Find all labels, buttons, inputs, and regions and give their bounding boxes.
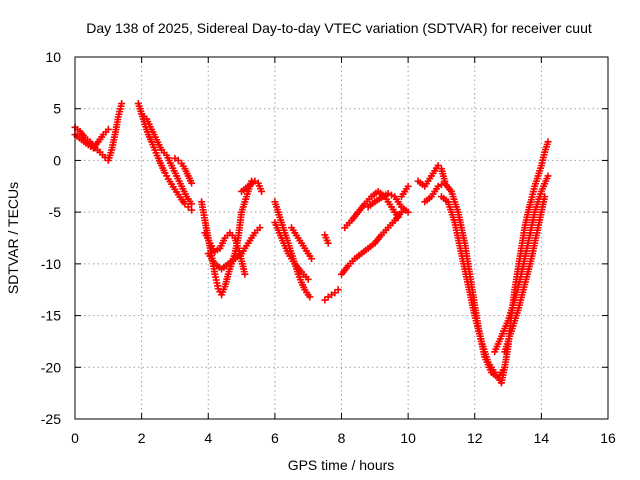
data-point-seg-02 (104, 125, 112, 133)
x-tick-label: 16 (600, 430, 616, 446)
y-tick-label: 10 (45, 49, 61, 65)
data-point-seg-03 (188, 206, 196, 214)
data-point-seg-11 (304, 275, 312, 283)
x-tick-label: 8 (338, 430, 346, 446)
y-axis-label: SDTVAR / TECUs (5, 182, 21, 294)
chart-title: Day 138 of 2025, Sidereal Day-to-day VTE… (86, 20, 592, 36)
data-point-seg-18 (404, 182, 412, 190)
data-point-seg-05 (188, 179, 196, 187)
y-axis-ticks: 10 5 0 -5 -10 -15 -20 -25 (41, 49, 608, 427)
data-point-seg-08 (256, 224, 264, 232)
y-tick-label: 0 (53, 152, 61, 168)
x-tick-label: 12 (467, 430, 483, 446)
data-point-seg-07 (241, 270, 249, 278)
data-point-seg-17 (404, 208, 412, 216)
data-point-seg-24 (541, 193, 549, 201)
data-point-seg-09 (258, 187, 266, 195)
x-tick-label: 4 (204, 430, 212, 446)
y-tick-label: -10 (41, 256, 61, 272)
data-points (71, 100, 552, 387)
y-tick-label: -5 (49, 204, 62, 220)
y-tick-label: -25 (41, 411, 61, 427)
data-point-seg-10 (306, 293, 314, 301)
y-tick-label: -15 (41, 308, 61, 324)
data-point-seg-04 (188, 200, 196, 208)
x-tick-label: 14 (534, 430, 550, 446)
x-tick-label: 2 (138, 430, 146, 446)
data-point-seg-12 (308, 255, 316, 263)
data-point-seg-01 (118, 100, 126, 108)
data-point-seg-13 (334, 286, 342, 294)
grid-lines (75, 57, 608, 419)
data-point-seg-14 (324, 239, 332, 247)
y-tick-label: -20 (41, 359, 61, 375)
data-point-seg-16 (394, 213, 402, 221)
x-tick-label: 6 (271, 430, 279, 446)
x-tick-label: 0 (71, 430, 79, 446)
data-point-seg-22 (544, 138, 552, 146)
data-point-seg-23 (544, 172, 552, 180)
x-axis-ticks: 0 2 4 6 8 10 12 14 16 (71, 57, 616, 446)
data-point-seg-17 (387, 191, 395, 199)
x-tick-label: 10 (400, 430, 416, 446)
x-axis-label: GPS time / hours (288, 457, 395, 473)
y-tick-label: 5 (53, 101, 61, 117)
